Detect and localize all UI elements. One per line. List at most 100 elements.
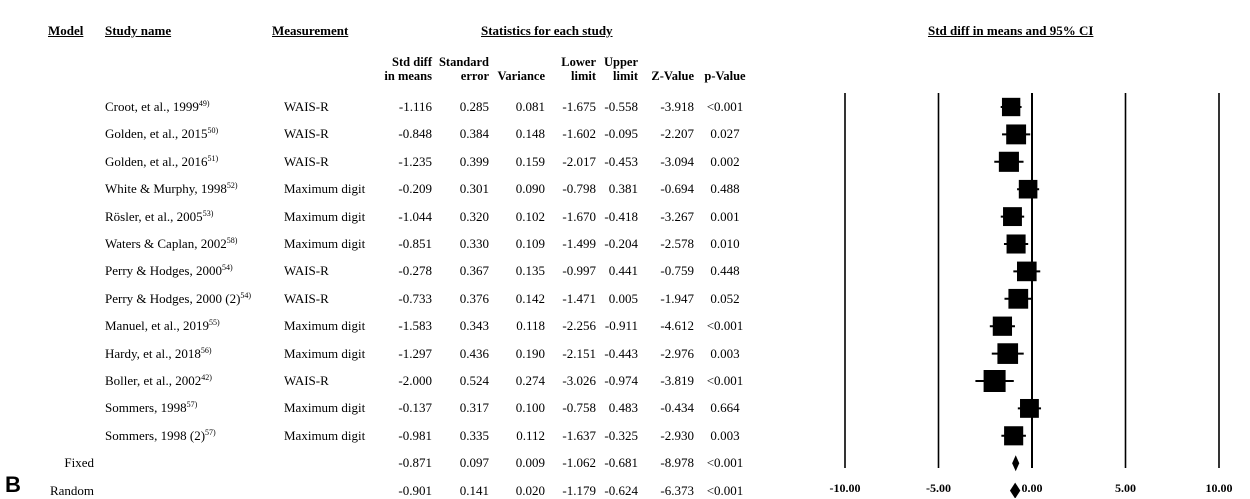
subheader-lower-limit: Lower limit [561,55,596,83]
cell-variance: 0.159 [515,153,545,169]
subheader-upper-limit: Upper limit [603,55,638,83]
cell-std-diff: -0.851 [398,236,432,251]
cell-study-name: Perry & Hodges, 2000 (2)54) [105,291,251,307]
cell-upper-limit: -0.681 [604,455,638,471]
cell-upper-limit: -0.325 [604,427,638,443]
cell-p-value: 0.002 [710,153,740,169]
cell-std-diff: -1.235 [398,153,432,169]
cell-variance: 0.190 [515,345,545,361]
cell-upper-limit: 0.441 [608,263,638,279]
study-marker [998,151,1019,172]
cell-measurement: WAIS-R [284,290,329,306]
cell-std-diff: -0.278 [398,263,432,279]
cell-std-error: 0.097 [459,455,489,471]
cell-std-diff: -1.116 [398,99,432,114]
cell-measurement: Maximum digit [284,236,366,251]
cell-model: Random [49,482,94,498]
cell-upper-limit: -0.443 [604,345,638,361]
cell-z-value: -1.947 [660,290,694,306]
cell-measurement: Maximum digit [284,427,366,443]
cell-std-diff: -0.733 [398,290,432,306]
cell-z-value: -3.267 [660,208,694,224]
cell-std-error: 0.317 [459,400,489,416]
header-measurement: Measurement [272,23,349,38]
cell-measurement: Maximum digit [284,318,366,334]
study-name-text: Sommers, 1998 [105,400,187,416]
header-statistics: Statistics for each study [481,23,613,38]
cell-lower-limit: -1.499 [562,236,596,251]
study-name-text: Croot, et al., 1999 [105,99,199,114]
cell-z-value: -0.434 [660,400,694,416]
cell-variance: 0.148 [515,126,545,142]
cell-variance: 0.102 [515,208,545,224]
study-marker [1008,288,1029,309]
cell-variance: 0.109 [515,236,545,251]
cell-p-value: <0.001 [706,455,744,471]
cell-variance: 0.081 [515,99,545,114]
cell-z-value: -4.612 [660,318,694,334]
cell-p-value: <0.001 [706,99,744,114]
cell-z-value: -6.373 [660,482,694,498]
cell-p-value: 0.664 [710,400,740,416]
study-name-text: White & Murphy, 1998 [105,181,227,197]
study-marker [992,316,1013,336]
cell-std-diff: -0.871 [398,455,432,471]
cell-variance: 0.112 [516,427,545,443]
cell-variance: 0.142 [515,290,545,306]
cell-std-diff: -0.981 [398,427,432,443]
subheader-variance: Variance [497,69,545,83]
study-marker [1003,207,1022,227]
cell-lower-limit: -2.017 [562,153,596,169]
study-marker [1001,97,1021,117]
cell-model: Fixed [64,455,94,471]
cell-p-value: 0.010 [710,236,740,251]
cell-p-value: 0.052 [710,290,740,306]
cell-std-error: 0.399 [459,153,489,169]
cell-measurement: Maximum digit [284,208,366,224]
cell-std-diff: -1.044 [398,208,432,224]
study-name-text: Rösler, et al., 2005 [105,208,203,224]
subheader-p-value: p-Value [704,69,746,83]
cell-variance: 0.090 [515,181,545,197]
reference-number: 54) [222,263,233,273]
cell-std-error: 0.335 [459,427,489,443]
cell-lower-limit: -0.758 [562,400,596,416]
cell-study-name: Sommers, 199857) [105,400,197,416]
study-marker [983,370,1006,392]
cell-z-value: -2.930 [660,427,694,443]
cell-p-value: <0.001 [706,318,744,334]
cell-study-name: Sommers, 1998 (2)57) [105,428,216,444]
cell-variance: 0.118 [516,318,545,334]
study-name-text: Golden, et al., 2015 [105,126,208,142]
cell-p-value: 0.448 [710,263,740,279]
cell-std-error: 0.384 [459,126,489,142]
cell-p-value: <0.001 [706,373,744,388]
study-marker [1006,234,1026,254]
cell-study-name: Boller, et al., 200242) [105,373,212,389]
reference-number: 57) [205,427,216,437]
cell-lower-limit: -0.798 [562,181,596,197]
reference-number: 54) [240,290,252,300]
study-marker [1016,261,1037,282]
cell-study-name: Golden, et al., 201651) [105,154,218,170]
cell-upper-limit: 0.483 [608,400,638,416]
cell-variance: 0.009 [515,455,545,471]
cell-measurement: WAIS-R [284,263,329,279]
cell-z-value: -0.694 [660,181,694,197]
panel-letter: B [5,472,21,497]
cell-upper-limit: -0.911 [604,318,638,334]
cell-std-error: 0.367 [459,263,489,279]
cell-study-name: Manuel, et al., 201955) [105,318,220,334]
cell-lower-limit: -2.256 [562,318,596,334]
study-name-text: Perry & Hodges, 2000 [105,263,222,279]
reference-number: 53) [202,208,214,218]
x-tick-label: 10.00 [1205,481,1233,495]
cell-measurement: WAIS-R [284,99,329,114]
cell-std-error: 0.436 [459,345,489,361]
header-model: Model [48,23,84,38]
cell-z-value: -0.759 [660,263,694,279]
reference-number: 58) [226,236,238,245]
x-tick-label: 5.00 [1115,481,1136,495]
reference-number: 56) [200,345,212,355]
